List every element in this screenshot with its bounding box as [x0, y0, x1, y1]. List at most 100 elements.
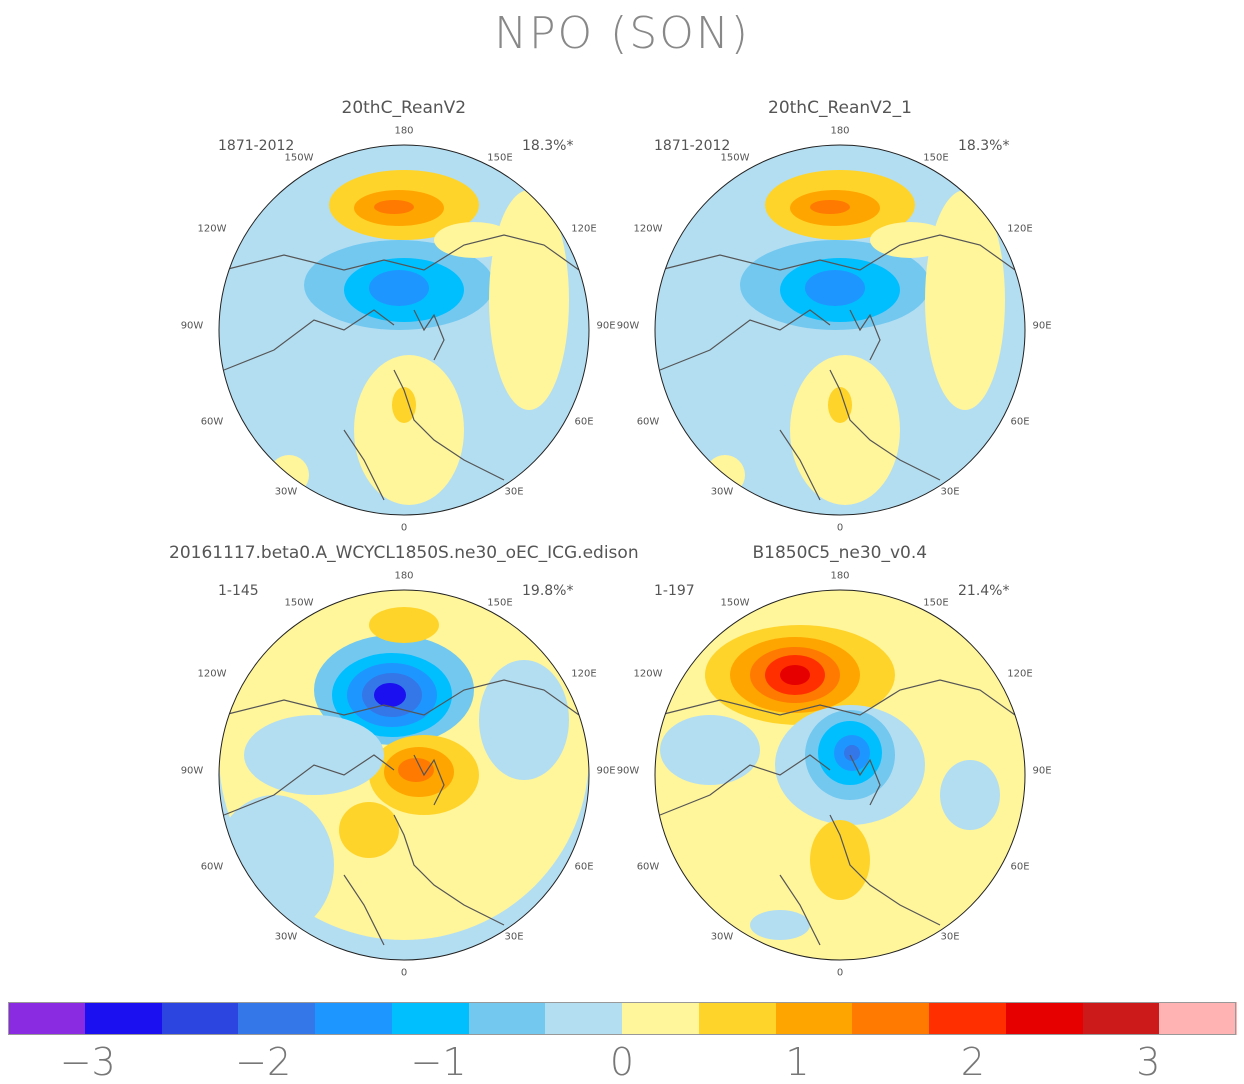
- anomaly-contour: [434, 222, 514, 258]
- longitude-label: 30W: [274, 486, 298, 498]
- longitude-label: 180: [394, 125, 414, 137]
- panel-years: 1871-2012: [218, 138, 295, 154]
- anomaly-contour: [870, 222, 950, 258]
- longitude-label: 0: [400, 967, 408, 979]
- colorbar-swatch: [84, 1002, 162, 1035]
- longitude-label: 90W: [180, 320, 204, 332]
- longitude-label: 30E: [504, 931, 524, 943]
- colorbar-tick-label: −1: [410, 1040, 467, 1084]
- longitude-label: 150W: [720, 597, 750, 609]
- panel-explained-variance: 19.8%*: [522, 583, 574, 599]
- longitude-label: 30W: [274, 931, 298, 943]
- colorbar-tick-label: −3: [59, 1040, 116, 1084]
- anomaly-contour: [244, 715, 384, 795]
- colorbar-swatch: [238, 1002, 316, 1035]
- colorbar-tick-label: 3: [1136, 1040, 1161, 1084]
- colorbar-swatch: [1005, 1002, 1083, 1035]
- anomaly-contour: [790, 355, 900, 505]
- panel-explained-variance: 18.3%*: [958, 138, 1010, 154]
- longitude-label: 30W: [710, 486, 734, 498]
- colorbar-tick-label: 2: [960, 1040, 985, 1084]
- longitude-label: 180: [830, 570, 850, 582]
- longitude-label: 60W: [200, 861, 224, 873]
- longitude-label: 150W: [720, 152, 750, 164]
- longitude-label: 150E: [487, 152, 513, 164]
- longitude-label: 90E: [596, 765, 616, 777]
- longitude-label: 0: [836, 967, 844, 979]
- panel-title: B1850C5_ne30_v0.4: [752, 543, 928, 563]
- polar-map: [218, 144, 590, 516]
- coastline: [659, 234, 1016, 501]
- colorbar-swatch: [468, 1002, 546, 1035]
- anomaly-contour: [810, 820, 870, 900]
- colorbar-swatch: [8, 1002, 86, 1035]
- figure-title: NPO (SON): [494, 8, 750, 59]
- longitude-label: 60W: [636, 416, 660, 428]
- longitude-label: 120W: [197, 223, 227, 235]
- longitude-label: 90W: [180, 765, 204, 777]
- longitude-label: 60W: [200, 416, 224, 428]
- coastline: [659, 679, 1016, 946]
- anomaly-contour: [479, 660, 569, 780]
- anomaly-contour: [844, 745, 860, 761]
- colorbar-swatch: [775, 1002, 853, 1035]
- longitude-label: 60E: [1010, 416, 1030, 428]
- longitude-label: 90E: [1032, 765, 1052, 777]
- longitude-label: 60E: [574, 416, 594, 428]
- colorbar-tick-label: −2: [235, 1040, 292, 1084]
- longitude-label: 60E: [1010, 861, 1030, 873]
- panel-explained-variance: 21.4%*: [958, 583, 1010, 599]
- panel-years: 1-197: [654, 583, 695, 599]
- colorbar-swatch: [852, 1002, 930, 1035]
- longitude-label: 120E: [571, 668, 597, 680]
- longitude-label: 120E: [571, 223, 597, 235]
- panel-years: 1871-2012: [654, 138, 731, 154]
- longitude-label: 90W: [616, 320, 640, 332]
- longitude-label: 0: [836, 522, 844, 534]
- longitude-label: 90W: [616, 765, 640, 777]
- colorbar-outline: [8, 1002, 1236, 1035]
- anomaly-contour: [810, 200, 850, 214]
- longitude-label: 180: [830, 125, 850, 137]
- colorbar-tick-label: 1: [785, 1040, 810, 1084]
- coastline: [223, 679, 580, 946]
- map-border: [218, 589, 590, 961]
- longitude-label: 120W: [633, 668, 663, 680]
- anomaly-contour: [660, 715, 760, 785]
- longitude-label: 0: [400, 522, 408, 534]
- anomaly-contour: [750, 910, 810, 940]
- colorbar-swatch: [315, 1002, 393, 1035]
- anomaly-contour: [805, 270, 865, 306]
- panel-title: 20161117.beta0.A_WCYCL1850S.ne30_oEC_ICG…: [169, 543, 639, 563]
- colorbar-swatch: [622, 1002, 700, 1035]
- longitude-label: 120E: [1007, 223, 1033, 235]
- colorbar-swatch: [698, 1002, 776, 1035]
- colorbar-swatch: [1159, 1002, 1237, 1035]
- longitude-label: 150E: [487, 597, 513, 609]
- longitude-label: 150E: [923, 152, 949, 164]
- colorbar-swatch: [1082, 1002, 1160, 1035]
- longitude-label: 30E: [504, 486, 524, 498]
- anomaly-contour: [369, 607, 439, 643]
- panel-title: 20thC_ReanV2: [341, 98, 467, 118]
- anomaly-contour: [374, 683, 406, 707]
- colorbar-swatch: [391, 1002, 469, 1035]
- panel-explained-variance: 18.3%*: [522, 138, 574, 154]
- anomaly-contour: [354, 355, 464, 505]
- map-border: [218, 144, 590, 516]
- anomaly-contour: [828, 387, 852, 423]
- longitude-label: 30E: [940, 931, 960, 943]
- longitude-label: 60E: [574, 861, 594, 873]
- map-border: [654, 144, 1026, 516]
- longitude-label: 90E: [596, 320, 616, 332]
- anomaly-contour: [339, 802, 399, 858]
- longitude-label: 180: [394, 570, 414, 582]
- coastline: [223, 234, 580, 501]
- colorbar-swatch: [929, 1002, 1007, 1035]
- anomaly-contour: [369, 270, 429, 306]
- longitude-label: 150E: [923, 597, 949, 609]
- longitude-label: 150W: [284, 597, 314, 609]
- anomaly-contour: [392, 387, 416, 423]
- longitude-label: 30E: [940, 486, 960, 498]
- polar-map: [654, 144, 1026, 516]
